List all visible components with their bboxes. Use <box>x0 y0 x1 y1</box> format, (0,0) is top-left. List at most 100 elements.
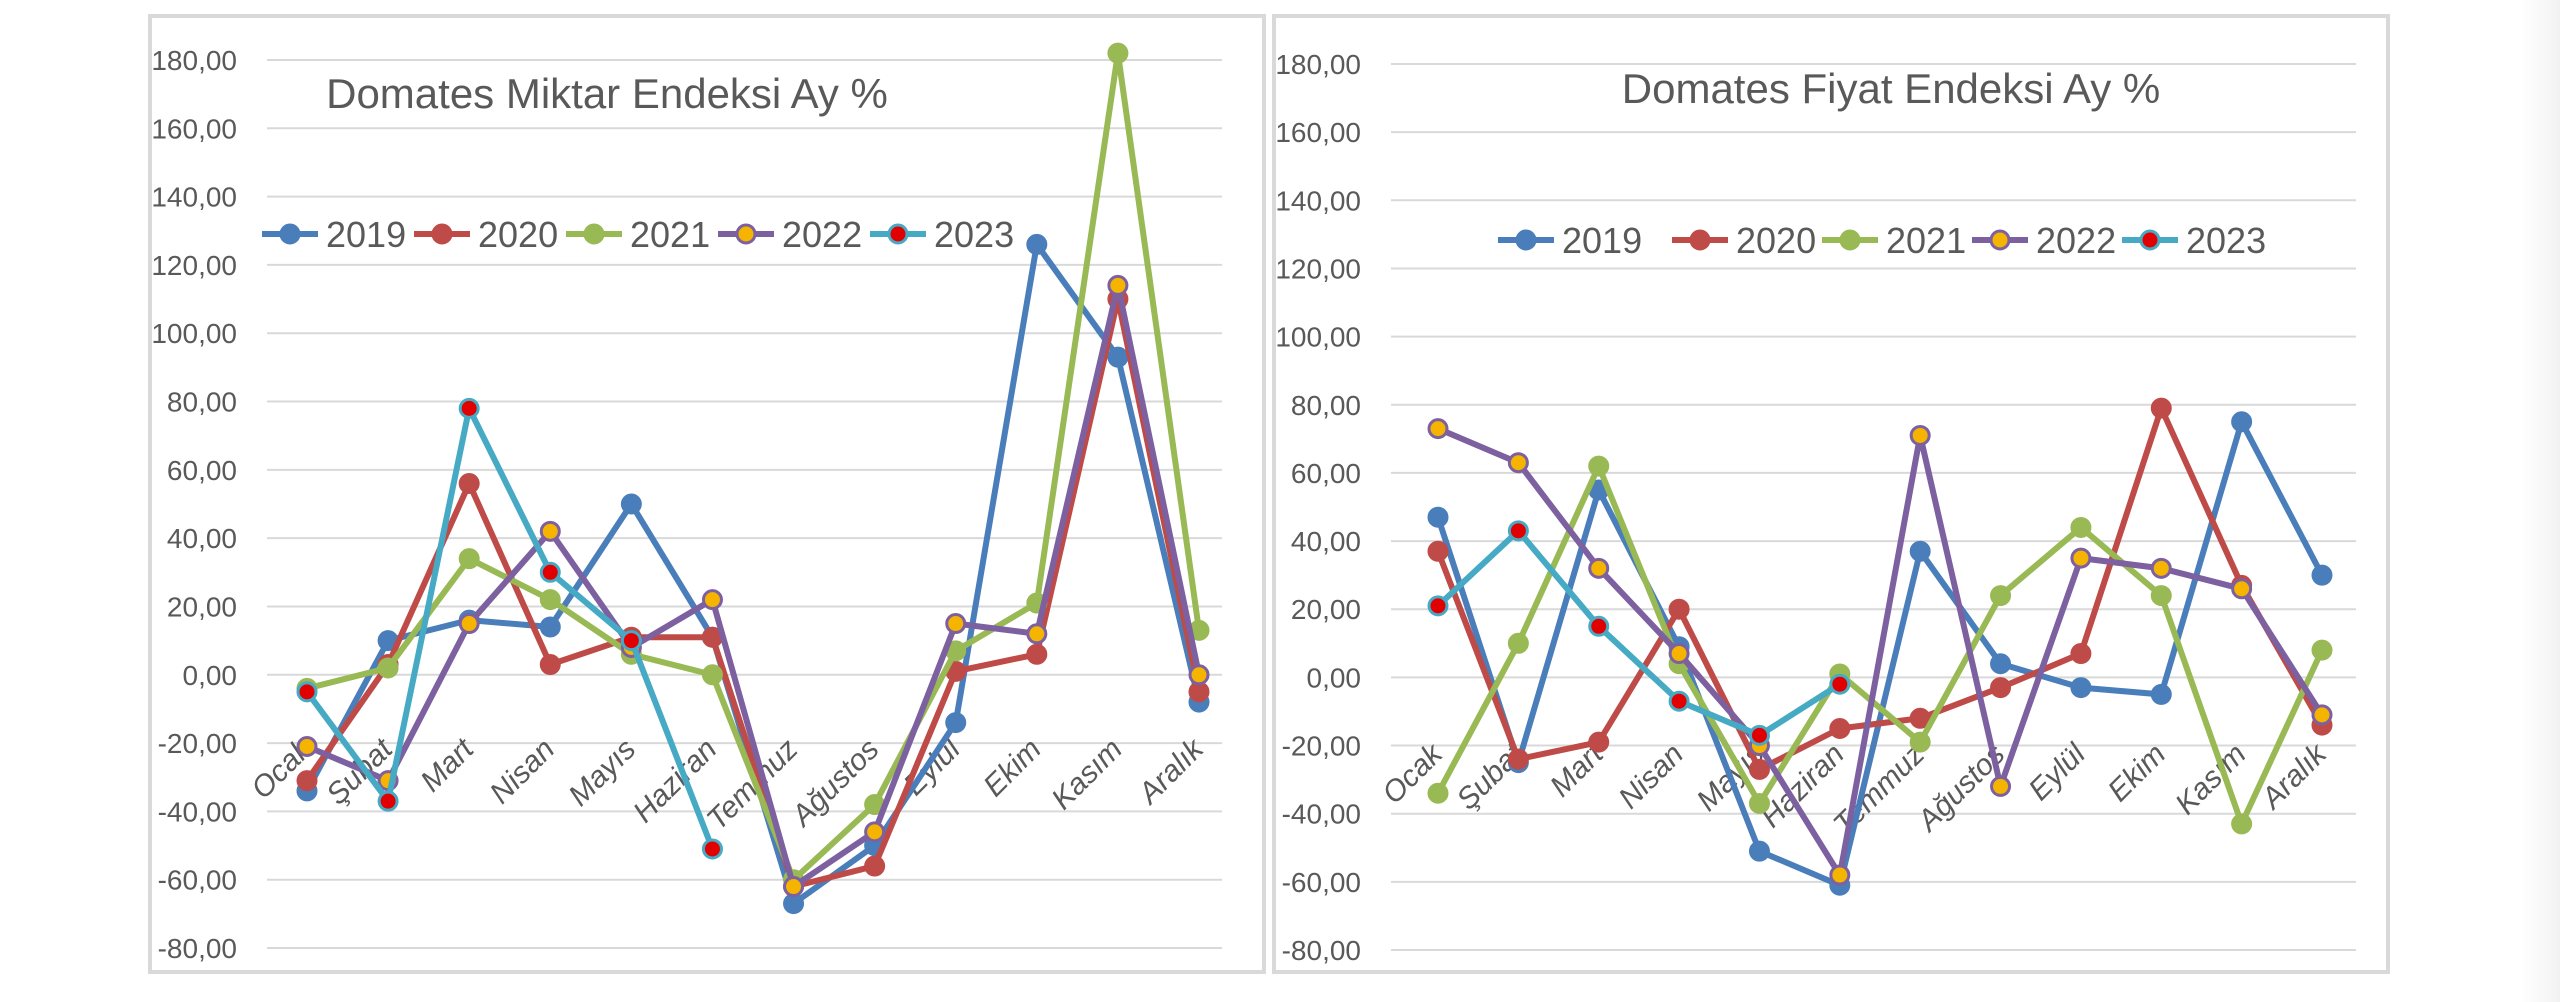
legend: 2019 2020 2021 2022 2023 <box>1498 220 2266 261</box>
y-tick-label: 120,00 <box>1276 253 1361 284</box>
data-point <box>1909 707 1931 729</box>
series-line <box>1435 405 2325 773</box>
data-point <box>1427 418 1449 440</box>
series-line <box>1435 527 1842 739</box>
data-point <box>1427 782 1449 804</box>
data-point <box>377 657 399 679</box>
data-point <box>2150 397 2172 419</box>
series-2022 <box>1427 418 2333 886</box>
data-point <box>1829 864 1851 886</box>
data-point <box>1990 775 2012 797</box>
data-point <box>1507 748 1529 770</box>
data-point <box>1748 792 1770 814</box>
data-point <box>1026 233 1048 255</box>
data-point <box>864 821 886 843</box>
data-point <box>1990 585 2012 607</box>
y-tick-label: 100,00 <box>152 318 237 349</box>
data-point <box>864 855 886 877</box>
y-tick-label: 0,00 <box>183 660 238 691</box>
data-point <box>539 616 561 638</box>
data-point <box>1990 653 2012 675</box>
y-tick-label: 120,00 <box>152 250 237 281</box>
y-tick-label: -20,00 <box>158 728 237 759</box>
data-point <box>1588 455 1610 477</box>
x-tick-label: Mayıs <box>562 733 642 813</box>
data-point <box>1507 632 1529 654</box>
data-point <box>539 589 561 611</box>
data-point <box>2311 704 2333 726</box>
chart-title: Domates Miktar Endeksi Ay % <box>326 70 888 117</box>
y-tick-label: 20,00 <box>167 591 237 622</box>
y-tick-label: -80,00 <box>158 933 237 964</box>
y-tick-label: -60,00 <box>158 865 237 896</box>
data-point <box>2150 557 2172 579</box>
y-tick-label: 140,00 <box>1276 185 1361 216</box>
data-point <box>701 589 723 611</box>
data-point <box>2150 585 2172 607</box>
data-point <box>1188 681 1210 703</box>
series-2022 <box>296 274 1210 898</box>
line-chart-fiyat: 180,00 160,00 140,00 120,00 100,00 80,00 60,00… <box>1276 49 2356 966</box>
y-tick-label: 160,00 <box>1276 117 1361 148</box>
y-tick-label: -20,00 <box>1282 731 1361 762</box>
x-tick-label: Kasım <box>1045 733 1128 816</box>
data-point <box>539 561 561 583</box>
x-tick-label: Mart <box>414 731 481 798</box>
data-point <box>1829 718 1851 739</box>
series-line <box>304 296 1202 890</box>
data-point <box>377 790 399 812</box>
data-point <box>1507 520 1529 542</box>
series-line <box>305 282 1202 890</box>
legend-marker <box>431 223 453 245</box>
series-line <box>1435 463 2325 827</box>
data-point <box>296 681 318 703</box>
y-tick-label: 140,00 <box>152 182 237 213</box>
data-point <box>2311 639 2333 661</box>
legend-label: 2023 <box>934 214 1014 255</box>
y-tick-label: 20,00 <box>1291 594 1361 625</box>
data-point <box>1427 506 1449 528</box>
data-point <box>1107 42 1129 64</box>
y-tick-label: -40,00 <box>1282 799 1361 830</box>
data-point <box>701 838 723 860</box>
data-point <box>2070 677 2092 699</box>
legend: 2019 2020 2021 2022 2023 <box>262 214 1014 255</box>
legend-label: 2020 <box>1736 220 1816 261</box>
data-point <box>1909 540 1931 562</box>
data-point <box>1668 598 1690 620</box>
legend-label: 2021 <box>630 214 710 255</box>
data-point <box>458 473 480 495</box>
legend-label: 2020 <box>478 214 558 255</box>
legend-marker <box>887 223 909 245</box>
line-chart-miktar: 180,00 160,00 140,00 120,00 100,00 80,00 60,00… <box>152 42 1222 964</box>
data-point <box>620 493 642 515</box>
data-point <box>1107 274 1129 296</box>
gridlines <box>1391 63 2356 951</box>
data-point <box>1188 664 1210 686</box>
legend-label: 2022 <box>2036 220 2116 261</box>
legend-marker <box>1989 229 2011 251</box>
series-line <box>1436 425 2325 879</box>
data-point <box>458 397 480 419</box>
data-point <box>1107 346 1129 368</box>
data-point <box>1427 595 1449 617</box>
data-point <box>1588 731 1610 753</box>
y-tick-label: 180,00 <box>152 45 237 76</box>
data-point <box>2231 411 2253 433</box>
data-point <box>458 548 480 570</box>
y-tick-label: 180,00 <box>1276 49 1361 80</box>
series-2023 <box>296 397 723 860</box>
series-2019 <box>1427 411 2333 896</box>
legend-label: 2022 <box>782 214 862 255</box>
y-tick-label: 60,00 <box>167 455 237 486</box>
data-point <box>945 613 967 635</box>
y-tick-label: 80,00 <box>167 387 237 418</box>
legend-label: 2021 <box>1886 220 1966 261</box>
legend-marker <box>735 223 757 245</box>
page-edge-shade <box>2520 0 2560 1002</box>
series-line <box>1435 418 2325 889</box>
data-point <box>620 630 642 652</box>
series-line <box>304 405 716 851</box>
data-point <box>1588 615 1610 637</box>
data-point <box>2231 813 2253 835</box>
